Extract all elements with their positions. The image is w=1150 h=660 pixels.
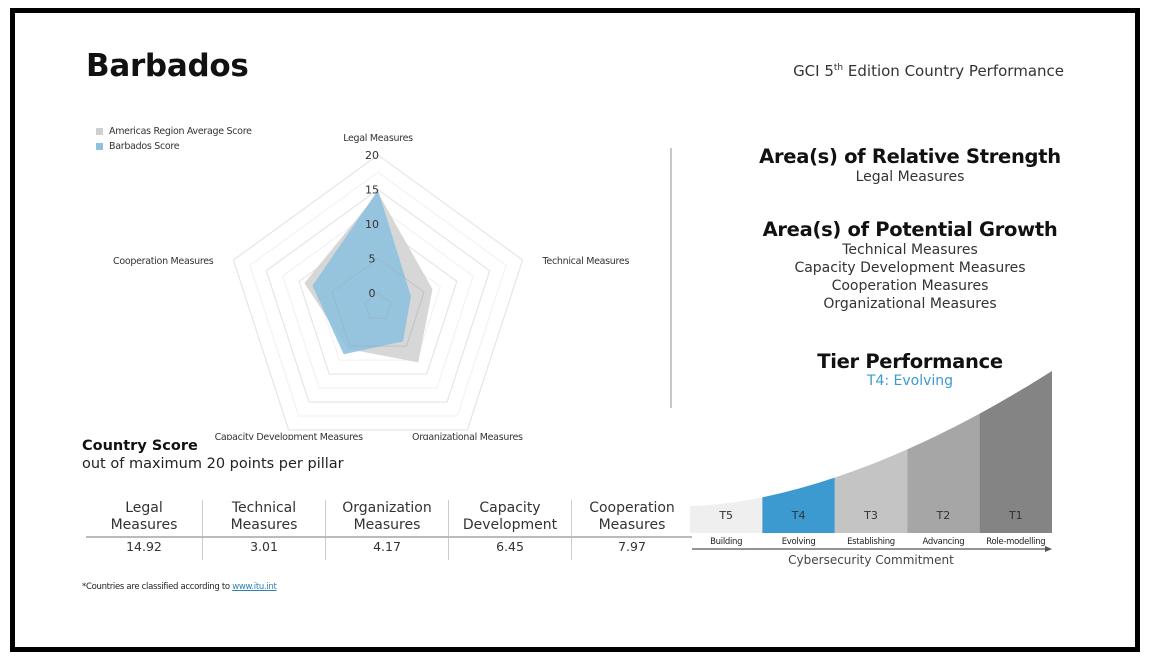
value-legal: 14.92 [126, 539, 162, 554]
tier-name: Building [710, 537, 742, 547]
tier-bar-t3 [834, 449, 908, 533]
arrow-right-icon [1045, 546, 1052, 552]
radar-ring [265, 188, 491, 403]
tier-code: T3 [863, 509, 878, 522]
axis-label: Cooperation Measures [113, 256, 214, 267]
tick-label: 15 [365, 184, 379, 197]
axis-label: Technical Measures [542, 256, 630, 267]
growth-item: Organizational Measures [823, 296, 997, 312]
growth-item: Cooperation Measures [831, 278, 989, 294]
axis-label: Organizational Measures [412, 432, 523, 440]
growth-item: Capacity Development Measures [794, 260, 1026, 276]
value-technical: 3.01 [202, 537, 326, 560]
tier-bar-t2 [907, 413, 980, 533]
chart-legend: Americas Region Average Score Barbados S… [96, 124, 252, 154]
series-barbados-area [312, 190, 411, 355]
commitment-label: Cybersecurity Commitment [788, 553, 954, 567]
tier-name: Role-modelling [986, 537, 1045, 547]
legend-swatch-barbados [96, 143, 103, 150]
axis-label: Capacity Development Measures [215, 432, 363, 440]
tier-code: T2 [936, 509, 951, 522]
footnote-text: *Countries are classified according to [82, 582, 233, 592]
subtitle-suffix: Edition Country Performance [843, 62, 1064, 80]
tick-label: 10 [365, 218, 379, 231]
itu-link[interactable]: www.itu.int [232, 582, 277, 592]
tier-title: Tier Performance [817, 350, 1003, 373]
growth-section: Area(s) of Potential Growth Technical Me… [700, 218, 1120, 313]
tier-code: T4 [791, 509, 806, 522]
strength-item: Legal Measures [855, 169, 965, 185]
country-score-title: Country Score [82, 438, 198, 454]
radar-axis-labels: Legal Measures Technical Measures Organiza… [113, 133, 630, 440]
header-technical: Technical Measures [202, 500, 326, 538]
axis-label: Legal Measures [343, 133, 413, 144]
radar-ring [298, 223, 458, 375]
strength-section: Area(s) of Relative Strength Legal Measu… [700, 145, 1120, 186]
radar-ring [232, 154, 524, 431]
header-cooperation: Cooperation Measures [571, 500, 692, 538]
tier-code: T1 [1008, 509, 1023, 522]
tick-label: 20 [365, 149, 379, 162]
legend-label-barbados: Barbados Score [109, 141, 180, 152]
legend-item-americas: Americas Region Average Score [96, 124, 252, 139]
header-organization: Organization Measures [325, 500, 449, 538]
legend-item-barbados: Barbados Score [96, 139, 252, 154]
tier-name: Establishing [847, 537, 895, 547]
tier-section: Tier Performance T4: Evolving [700, 350, 1120, 389]
value-organization: 4.17 [325, 537, 449, 560]
radar-ticks: 0 5 10 15 20 [365, 149, 379, 300]
value-capacity: 6.45 [448, 537, 572, 560]
legend-label-americas: Americas Region Average Score [109, 126, 252, 137]
subtitle-sup: th [833, 63, 844, 73]
legend-swatch-americas [96, 128, 103, 135]
score-table: Legal Measures Technical Measures Organiza… [86, 500, 692, 560]
radar-ring-inner [364, 292, 392, 319]
subtitle-prefix: GCI 5 [793, 62, 834, 80]
tier-current: T4: Evolving [866, 373, 954, 389]
tier-bar-t4 [762, 477, 835, 533]
score-table-header: Legal Measures Technical Measures Organiza… [86, 500, 692, 538]
radar-series [304, 190, 433, 363]
growth-title: Area(s) of Potential Growth [762, 218, 1058, 241]
growth-item: Technical Measures [842, 242, 978, 258]
radar-ring-minor [282, 206, 474, 389]
footnote: *Countries are classified according to w… [82, 582, 277, 592]
tier-bar-t1 [979, 371, 1052, 533]
radar-ring-minor [249, 171, 507, 417]
tick-label: 5 [369, 253, 376, 266]
page-subtitle: GCI 5th Edition Country Performance [793, 62, 1064, 80]
country-score-subtitle: out of maximum 20 points per pillar [82, 456, 344, 472]
vertical-divider [670, 148, 672, 408]
header-capacity: Capacity Development [448, 500, 572, 538]
tier-name: Evolving [782, 537, 816, 547]
strength-title: Area(s) of Relative Strength [759, 145, 1061, 168]
radar-ring-inner [331, 258, 425, 347]
value-cooperation: 7.97 [571, 537, 692, 560]
tier-name: Advancing [922, 537, 964, 547]
header-legal: Legal Measures [86, 500, 203, 538]
tick-label: 0 [369, 287, 376, 300]
page-title: Barbados [86, 48, 249, 84]
score-table-row: 14.92 3.01 4.17 6.45 7.97 [86, 537, 692, 560]
radar-chart: 0 5 10 15 20 Legal Measures Technical Measure… [113, 133, 630, 440]
slide-frame [10, 8, 1140, 652]
tier-bar-t5 [690, 497, 763, 533]
tier-code: T5 [718, 509, 733, 522]
